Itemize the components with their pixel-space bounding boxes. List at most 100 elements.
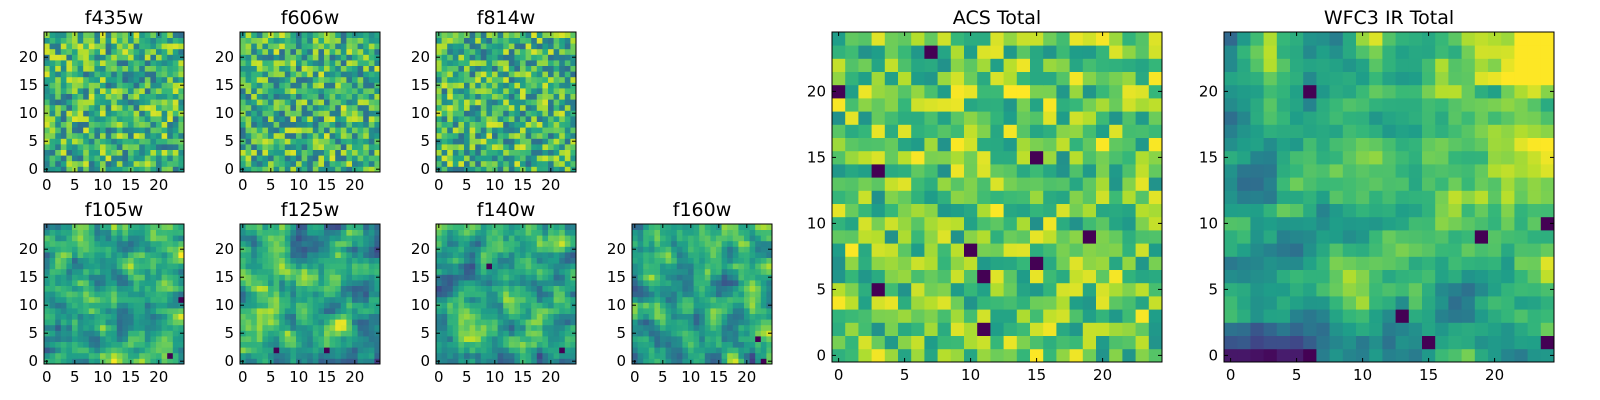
heatmap-cell: [296, 291, 302, 298]
heatmap-cell: [721, 268, 728, 275]
heatmap-cell: [156, 71, 162, 78]
heatmap-cell: [531, 37, 538, 44]
heatmap-cell: [290, 37, 297, 44]
heatmap-cell: [66, 308, 73, 314]
heatmap-cell: [514, 336, 521, 342]
heatmap-cell: [116, 341, 123, 348]
heatmap-cell: [346, 138, 353, 145]
x-tick-label: 15: [513, 368, 532, 386]
heatmap-cell: [497, 257, 504, 264]
heatmap-cell: [77, 144, 84, 150]
heatmap-cell: [94, 138, 101, 145]
heatmap-cell: [542, 132, 549, 139]
heatmap-cell: [156, 313, 162, 320]
heatmap-cell: [1082, 177, 1097, 191]
heatmap-cell: [178, 291, 185, 298]
heatmap-cell: [324, 347, 330, 354]
heatmap-cell: [318, 54, 325, 61]
heatmap-cell: [105, 263, 112, 270]
heatmap-cell: [318, 330, 325, 337]
heatmap-cell: [111, 127, 118, 134]
heatmap-cell: [66, 235, 73, 242]
heatmap-cell: [357, 308, 364, 314]
heatmap-cell: [676, 302, 683, 309]
heatmap-cell: [273, 166, 280, 173]
heatmap-cell: [66, 252, 73, 258]
heatmap-cell: [256, 257, 263, 264]
heatmap-cell: [436, 155, 442, 162]
heatmap-cell: [144, 116, 151, 122]
heatmap-cell: [497, 71, 504, 78]
heatmap-cell: [318, 76, 325, 83]
heatmap-cell: [514, 291, 521, 298]
heatmap-cell: [172, 280, 179, 286]
heatmap-cell: [1043, 230, 1057, 244]
heatmap-cell: [251, 352, 258, 359]
heatmap-cell: [531, 132, 538, 139]
heatmap-cell: [161, 166, 168, 173]
heatmap-cell: [688, 296, 694, 303]
heatmap-cell: [1109, 269, 1123, 284]
heatmap-cell: [492, 319, 498, 326]
heatmap-cell: [83, 274, 90, 281]
heatmap-cell: [150, 263, 157, 270]
heatmap-cell: [548, 82, 554, 89]
heatmap-cell: [436, 229, 442, 236]
heatmap-cell: [497, 268, 504, 275]
heatmap-cell: [950, 282, 965, 297]
heatmap-cell: [346, 71, 353, 78]
heatmap-cell: [654, 252, 661, 258]
heatmap-cell: [755, 308, 762, 314]
heatmap-cell: [284, 280, 291, 286]
heatmap-cell: [296, 104, 302, 111]
heatmap-cell: [858, 282, 872, 297]
heatmap-cell: [144, 308, 151, 314]
heatmap-cell: [150, 144, 157, 150]
heatmap-cell: [559, 324, 566, 331]
heatmap-cell: [564, 240, 571, 247]
heatmap-cell: [139, 229, 146, 236]
heatmap-cell: [55, 166, 62, 173]
heatmap-cell: [480, 60, 487, 66]
heatmap-cell: [503, 104, 510, 111]
heatmap-cell: [178, 285, 185, 292]
x-tick-label: 10: [289, 368, 308, 386]
heatmap-cell: [301, 138, 308, 145]
heatmap-cell: [88, 82, 95, 89]
heatmap-cell: [964, 309, 978, 323]
heatmap-cell: [346, 240, 353, 247]
heatmap-cell: [732, 313, 739, 320]
x-tick-label: 5: [658, 368, 668, 386]
heatmap-cell: [497, 291, 504, 298]
heatmap-cell: [94, 71, 101, 78]
heatmap-cell: [536, 116, 543, 122]
heatmap-cell: [105, 71, 112, 78]
heatmap-cell: [105, 257, 112, 264]
heatmap-cell: [279, 43, 286, 50]
heatmap-cell: [301, 71, 308, 78]
heatmap-cell: [676, 257, 683, 264]
heatmap-cell: [133, 104, 140, 111]
heatmap-cell: [924, 216, 938, 231]
heatmap-cell: [671, 341, 678, 348]
heatmap-cell: [548, 319, 554, 326]
heatmap-cell: [464, 229, 470, 236]
heatmap-cell: [256, 132, 263, 139]
heatmap-cell: [55, 358, 62, 365]
heatmap-cell: [727, 285, 734, 292]
heatmap-cell: [1069, 348, 1084, 363]
heatmap-cell: [77, 285, 84, 292]
heatmap-cell: [458, 302, 465, 309]
heatmap-cell: [548, 313, 554, 320]
heatmap-cell: [111, 296, 118, 303]
heatmap-cell: [284, 82, 291, 89]
heatmap-cell: [671, 240, 678, 247]
heatmap-cell: [1122, 335, 1136, 350]
heatmap-cell: [542, 116, 549, 122]
heatmap-cell: [559, 235, 566, 242]
heatmap-cell: [161, 99, 168, 106]
heatmap-cell: [301, 144, 308, 150]
heatmap-cell: [924, 296, 938, 310]
heatmap-cell: [1148, 322, 1163, 336]
heatmap-cell: [156, 48, 162, 55]
